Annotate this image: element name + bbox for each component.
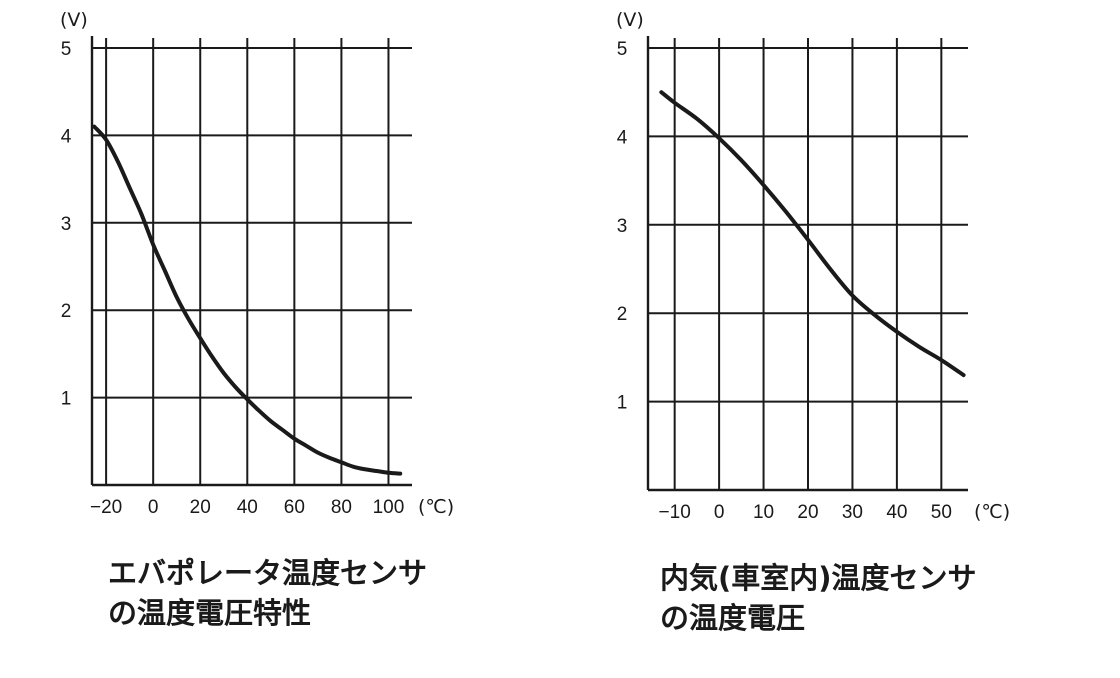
y-tick-label: 2 [61,301,72,322]
y-tick-label: 3 [61,214,72,235]
chart-title-line: の温度電圧特性 [108,596,311,630]
x-tick-label: 50 [931,502,952,523]
series-line [659,90,966,378]
x-tick-label: 80 [331,497,352,518]
chart-title-line: の温度電圧 [660,601,805,635]
x-tick-label: 0 [148,497,159,518]
chart-title-line: エバポレータ温度センサ [108,556,427,590]
y-tick-label: 3 [617,216,628,237]
x-tick-label: 40 [886,502,907,523]
cabin-sensor-chart: −10 0 10 20 30 40 50 1 2 3 4 5 (V) (℃) 内気(車室内)温度センサの温度… [616,9,1010,635]
x-tick-label: 20 [190,497,211,518]
x-tick-label: 60 [284,497,305,518]
y-tick-label: 1 [61,389,72,410]
y-tick-label: 2 [617,304,628,325]
y-tick-label: 1 [617,393,628,414]
evaporator-sensor-chart: −20 0 20 40 60 80 100 1 2 3 4 5 (V) (℃) エバポレータ温度センサの温度… [60,9,454,630]
y-tick-label: 5 [617,39,628,60]
y-tick-label: 4 [61,126,72,147]
y-tick-label: 5 [61,39,72,60]
y-unit-label: (V) [60,9,88,31]
x-tick-label: 10 [753,502,774,523]
x-tick-label: 0 [714,502,725,523]
x-unit-label: (℃) [974,501,1010,523]
y-unit-label: (V) [616,9,644,31]
x-tick-label: 40 [237,497,258,518]
y-tick-label: 4 [617,127,628,148]
x-tick-label: 30 [842,502,863,523]
x-tick-label: −10 [659,502,691,523]
x-tick-label: 100 [373,497,405,518]
x-unit-label: (℃) [418,496,454,518]
series-line [92,124,403,476]
x-tick-label: 20 [797,502,818,523]
chart-title-line: 内気(車室内)温度センサ [660,561,977,595]
x-tick-label: −20 [90,497,122,518]
